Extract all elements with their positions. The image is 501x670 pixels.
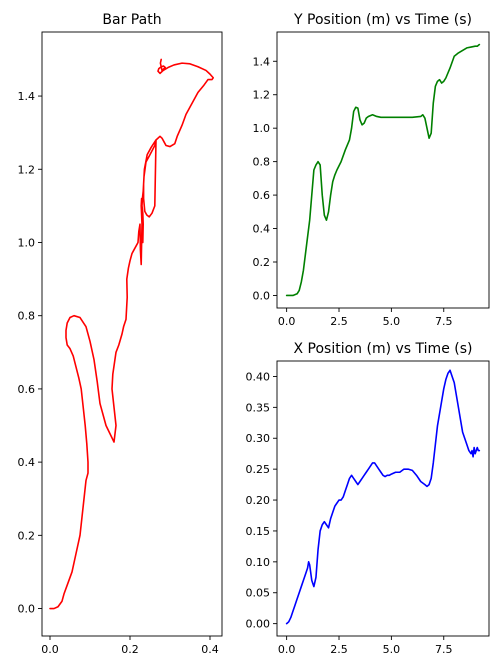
bar-path-ytick-label: 0.0 — [18, 603, 36, 616]
x-position-title: X Position (m) vs Time (s) — [294, 341, 473, 357]
x-position-axes: X Position (m) vs Time (s) 0.0 2.5 5.0 7.5 0.… — [246, 341, 490, 656]
x-position-ytick-label: 0.10 — [246, 556, 271, 569]
bar-path-series-line — [49, 58, 214, 610]
x-position-ytick-label: 0.35 — [246, 401, 271, 414]
y-position-title: Y Position (m) vs Time (s) — [293, 12, 472, 28]
x-position-ytick-label: 0.15 — [246, 525, 271, 538]
y-position-ytick-label: 1.0 — [253, 122, 271, 135]
y-position-xtick-label: 0.0 — [278, 315, 296, 328]
bar-path-xtick-label: 0.0 — [41, 643, 59, 656]
y-position-ytick-label: 1.4 — [253, 55, 271, 68]
y-position-ytick-label: 0.0 — [253, 289, 271, 302]
bar-path-ytick-label: 1.4 — [18, 90, 36, 103]
x-position-ytick-label: 0.40 — [246, 370, 271, 383]
x-position-frame — [276, 360, 490, 637]
x-position-xtick-label: 5.0 — [383, 643, 401, 656]
x-position-ytick-label: 0.25 — [246, 463, 271, 476]
y-position-xtick-label: 5.0 — [383, 315, 401, 328]
x-position-ytick-label: 0.20 — [246, 494, 271, 507]
bar-path-axes: Bar Path 0.0 0.2 0.4 0.0 0.2 0.4 0.6 0.8 1.0 1.2 1.… — [18, 12, 223, 656]
y-position-series-line — [285, 43, 481, 297]
bar-path-ytick-label: 0.6 — [18, 383, 36, 396]
bar-path-frame — [41, 31, 223, 637]
x-position-ytick-label: 0.00 — [246, 618, 271, 631]
x-position-xtick-label: 2.5 — [330, 643, 348, 656]
x-position-xtick-label: 7.5 — [435, 643, 453, 656]
y-position-xtick-label: 7.5 — [435, 315, 453, 328]
bar-path-xtick-label: 0.2 — [121, 643, 139, 656]
x-position-ytick-label: 0.30 — [246, 432, 271, 445]
y-position-xtick-label: 2.5 — [330, 315, 348, 328]
x-position-series-line — [285, 369, 481, 625]
y-position-ytick-label: 0.6 — [253, 189, 271, 202]
bar-path-ytick-label: 0.8 — [18, 310, 36, 323]
bar-path-xtick-label: 0.4 — [201, 643, 219, 656]
bar-path-title: Bar Path — [102, 12, 161, 28]
y-position-ytick-label: 0.8 — [253, 156, 271, 169]
bar-path-ytick-label: 1.0 — [18, 236, 36, 249]
bar-path-ytick-label: 0.2 — [18, 529, 36, 542]
bar-path-ytick-label: 0.4 — [18, 456, 36, 469]
y-position-frame — [276, 31, 490, 309]
y-position-ytick-label: 0.4 — [253, 223, 271, 236]
bar-path-ytick-label: 1.2 — [18, 163, 36, 176]
y-position-axes: Y Position (m) vs Time (s) 0.0 2.5 5.0 7.5 0.… — [253, 12, 490, 328]
y-position-ytick-label: 1.2 — [253, 89, 271, 102]
x-position-ytick-label: 0.05 — [246, 587, 271, 600]
x-position-xtick-label: 0.0 — [278, 643, 296, 656]
y-position-ytick-label: 0.2 — [253, 256, 271, 269]
